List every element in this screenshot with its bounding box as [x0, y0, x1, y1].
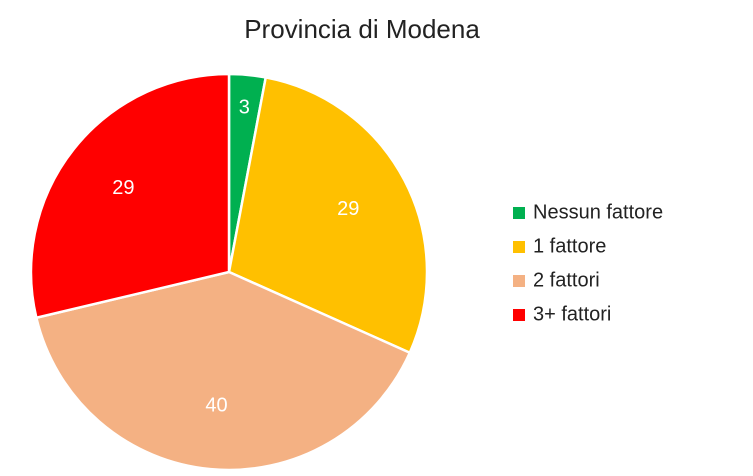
pie-slice — [29, 72, 231, 320]
legend-label: Nessun fattore — [533, 201, 663, 223]
data-label: 3 — [239, 97, 250, 119]
legend-label: 3+ fattori — [533, 303, 611, 325]
pie-slice — [227, 75, 429, 355]
data-label: 29 — [337, 198, 359, 220]
legend-swatch — [513, 241, 525, 253]
pie-slice — [34, 270, 412, 472]
chart-title: Provincia di Modena — [244, 14, 480, 44]
legend-swatch — [513, 207, 525, 219]
legend-swatch — [513, 309, 525, 321]
data-label: 29 — [112, 177, 134, 199]
legend-swatch — [513, 275, 525, 287]
legend-label: 2 fattori — [533, 269, 600, 291]
legend-label: 1 fattore — [533, 235, 606, 257]
data-label: 40 — [205, 394, 227, 416]
